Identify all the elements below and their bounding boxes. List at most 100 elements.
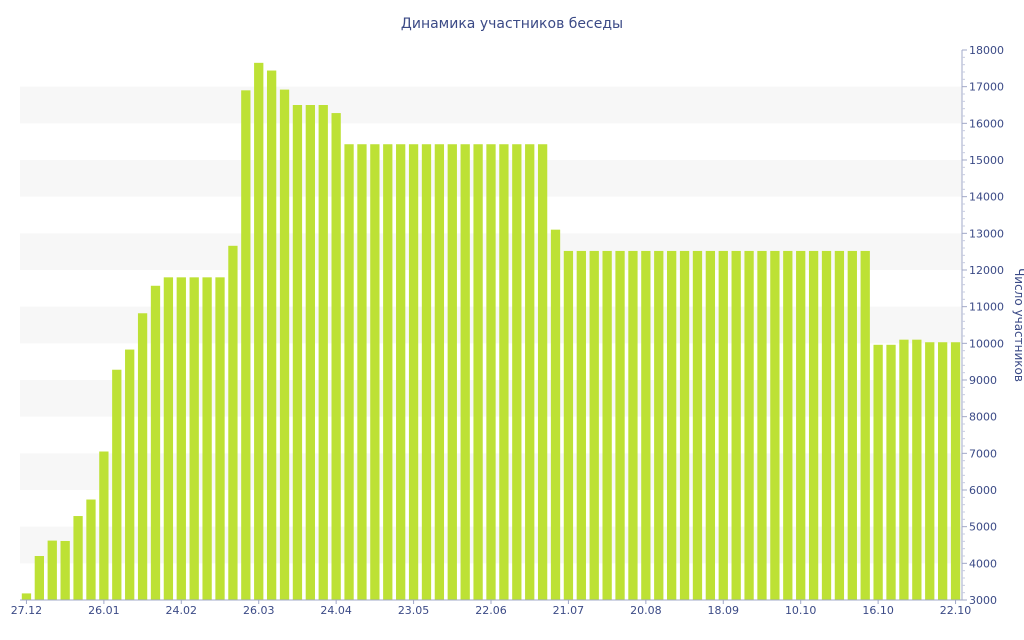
bar[interactable] [383, 144, 393, 600]
bar[interactable] [899, 339, 909, 600]
bar[interactable] [137, 313, 148, 600]
y-tick-label: 10000 [969, 337, 1004, 350]
bar[interactable] [228, 245, 238, 601]
bar[interactable] [821, 250, 832, 600]
y-tick-label: 17000 [969, 81, 1004, 94]
bar[interactable] [525, 144, 535, 600]
bar[interactable] [796, 250, 806, 600]
bar[interactable] [628, 250, 638, 600]
y-axis: 3000 4000 5000 6000 7000 8000 9000 10000 11000 12… [961, 44, 1004, 607]
bar[interactable] [602, 250, 612, 600]
x-tick-label: 27.12 [11, 604, 43, 617]
bar[interactable] [550, 229, 561, 600]
bar[interactable] [163, 277, 174, 600]
bar[interactable] [279, 89, 290, 600]
bar[interactable] [950, 342, 961, 600]
bar[interactable] [21, 593, 32, 600]
bar[interactable] [563, 250, 574, 600]
bar[interactable] [266, 70, 277, 601]
bar[interactable] [886, 344, 896, 600]
bar[interactable] [512, 144, 522, 600]
bar[interactable] [305, 105, 315, 600]
bar[interactable] [847, 250, 857, 600]
y-tick-label: 11000 [969, 301, 1004, 314]
x-tick-label: 23.05 [398, 604, 430, 617]
y-tick-label: 15000 [969, 154, 1004, 167]
bar[interactable] [667, 250, 677, 600]
bar[interactable] [873, 344, 883, 600]
y-tick-label: 12000 [969, 264, 1004, 277]
bar[interactable] [254, 62, 264, 601]
bar[interactable] [344, 144, 354, 600]
y-tick-label: 4000 [969, 557, 997, 570]
bar[interactable] [615, 250, 625, 600]
y-tick-label: 14000 [969, 191, 1004, 204]
bar[interactable] [150, 285, 161, 600]
bar[interactable] [331, 113, 341, 601]
bar[interactable] [744, 250, 754, 600]
bar[interactable] [73, 516, 83, 600]
bar[interactable] [408, 144, 419, 600]
bar[interactable] [692, 250, 703, 600]
x-tick-label: 24.02 [166, 604, 198, 617]
x-tick-label: 18.09 [708, 604, 740, 617]
bar[interactable] [860, 250, 870, 600]
bar[interactable] [60, 540, 70, 600]
bar[interactable] [783, 250, 793, 600]
y-tick-label: 18000 [969, 44, 1004, 57]
bar[interactable] [34, 556, 45, 600]
bar[interactable] [86, 499, 96, 600]
bar[interactable] [125, 349, 135, 600]
x-tick-label: 24.04 [320, 604, 352, 617]
y-tick-label: 9000 [969, 374, 997, 387]
bar[interactable] [176, 277, 186, 600]
bar[interactable] [770, 250, 780, 600]
bar[interactable] [396, 144, 406, 600]
bar[interactable] [318, 105, 328, 600]
bar[interactable] [641, 250, 651, 600]
y-tick-label: 5000 [969, 521, 997, 534]
x-tick-label: 20.08 [630, 604, 662, 617]
bar[interactable] [718, 250, 728, 600]
bar[interactable] [460, 144, 470, 600]
bar[interactable] [370, 144, 380, 600]
x-tick-label: 22.10 [940, 604, 972, 617]
bar[interactable] [241, 90, 251, 600]
bar[interactable] [576, 250, 586, 600]
bars [21, 62, 961, 601]
bar[interactable] [202, 277, 212, 600]
grid-band [20, 86, 962, 124]
bar[interactable] [679, 250, 690, 600]
bar[interactable] [486, 144, 496, 600]
x-tick-label: 22.06 [475, 604, 507, 617]
bar[interactable] [189, 277, 199, 600]
bar[interactable] [357, 144, 367, 600]
bar[interactable] [499, 144, 509, 600]
bar[interactable] [292, 105, 303, 600]
y-axis-label: Число участников [1012, 268, 1024, 382]
y-tick-label: 13000 [969, 227, 1004, 240]
bar[interactable] [654, 250, 664, 600]
bar[interactable] [112, 369, 122, 600]
y-tick-label: 3000 [969, 594, 997, 607]
chart-title: Динамика участников беседы [401, 16, 623, 32]
bar[interactable] [925, 342, 935, 600]
bar[interactable] [589, 250, 599, 600]
bar[interactable] [447, 144, 457, 600]
bar[interactable] [99, 451, 109, 601]
bar[interactable] [808, 250, 819, 600]
bar[interactable] [912, 339, 922, 600]
bar[interactable] [215, 277, 225, 600]
bar[interactable] [421, 144, 432, 600]
bar[interactable] [473, 144, 483, 600]
bar[interactable] [731, 250, 741, 600]
bar[interactable] [937, 342, 948, 600]
bar[interactable] [705, 250, 716, 600]
bar[interactable] [537, 144, 548, 600]
bar[interactable] [757, 250, 767, 600]
bar[interactable] [434, 144, 445, 600]
bar[interactable] [47, 540, 57, 600]
bar[interactable] [834, 250, 845, 600]
y-tick-label: 16000 [969, 117, 1004, 130]
